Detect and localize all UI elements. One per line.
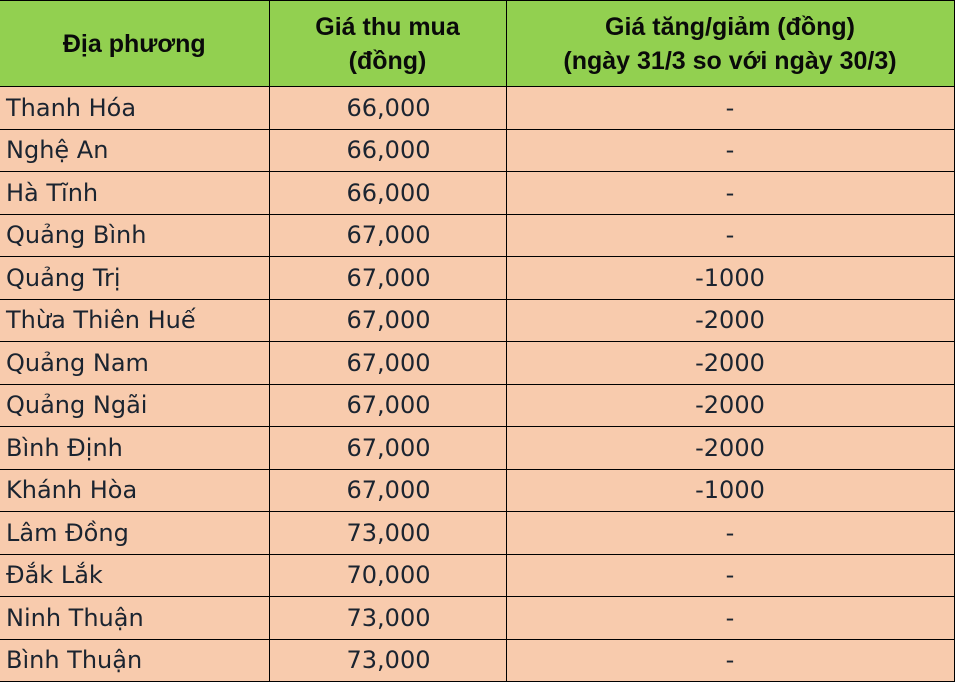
table-row: Ninh Thuận 73,000- [0,596,955,640]
change-cell: -2000 [505,426,955,470]
price-cell: 66,000 [268,171,507,215]
change-cell: - [505,128,955,172]
price-cell: 73,000 [268,511,507,555]
table-row: Lâm Đồng 73,000- [0,511,955,555]
header-region-label: Địa phương [62,29,206,58]
table-row: Hà Tĩnh 66,000- [0,171,955,215]
region-cell: Thanh Hóa [0,86,270,130]
change-cell: - [505,213,955,257]
region-cell: Quảng Nam [0,341,270,385]
change-cell: - [505,596,955,640]
table-row: Quảng Ngãi 67,000 -2000 [0,383,955,427]
region-cell: Nghệ An [0,128,270,172]
price-cell: 67,000 [268,213,507,257]
table-row: Bình Thuận 73,000- [0,638,955,682]
table-row: Thanh Hóa 66,000- [0,86,955,130]
header-region: Địa phương [0,0,270,87]
change-cell: -2000 [505,383,955,427]
change-cell: - [505,86,955,130]
change-cell: - [505,553,955,597]
price-cell: 67,000 [268,383,507,427]
price-cell: 67,000 [268,426,507,470]
region-cell: Thừa Thiên Huế [0,298,270,342]
header-row: Địa phương Giá thu mua (đồng) Giá tăng/gi… [0,0,955,87]
header-change: Giá tăng/giảm (đồng) (ngày 31/3 so với ng… [505,0,955,87]
change-cell: - [505,511,955,555]
header-change-line1: Giá tăng/giảm (đồng) [605,12,855,41]
table-row: Khánh Hòa 67,000 -1000 [0,468,955,512]
region-cell: Khánh Hòa [0,468,270,512]
region-cell: Bình Thuận [0,638,270,682]
change-cell: -2000 [505,341,955,385]
change-cell: - [505,171,955,215]
change-cell: -1000 [505,256,955,300]
region-cell: Bình Định [0,426,270,470]
price-cell: 67,000 [268,468,507,512]
price-table: Địa phương Giá thu mua (đồng) Giá tăng/gi… [0,0,955,682]
change-cell: -1000 [505,468,955,512]
table-row: Quảng Nam 67,000 -2000 [0,341,955,385]
region-cell: Hà Tĩnh [0,171,270,215]
price-cell: 67,000 [268,341,507,385]
table-row: Nghệ An 66,000- [0,128,955,172]
region-cell: Quảng Bình [0,213,270,257]
header-price-line2: (đồng) [348,46,427,75]
table-row: Quảng Trị 67,000 -1000 [0,256,955,300]
price-cell: 66,000 [268,86,507,130]
region-cell: Quảng Trị [0,256,270,300]
price-cell: 73,000 [268,638,507,682]
table-row: Quảng Bình 67,000- [0,213,955,257]
price-cell: 67,000 [268,256,507,300]
price-cell: 73,000 [268,596,507,640]
price-cell: 66,000 [268,128,507,172]
region-cell: Lâm Đồng [0,511,270,555]
change-cell: -2000 [505,298,955,342]
header-price: Giá thu mua (đồng) [268,0,507,87]
region-cell: Đắk Lắk [0,553,270,597]
header-price-line1: Giá thu mua [315,12,460,41]
table-row: Đắk Lắk 70,000- [0,553,955,597]
price-cell: 67,000 [268,298,507,342]
region-cell: Ninh Thuận [0,596,270,640]
table-row: Bình Định 67,000 -2000 [0,426,955,470]
change-cell: - [505,638,955,682]
price-cell: 70,000 [268,553,507,597]
header-change-line2: (ngày 31/3 so với ngày 30/3) [563,46,897,75]
region-cell: Quảng Ngãi [0,383,270,427]
table-row: Thừa Thiên Huế 67,000 -2000 [0,298,955,342]
